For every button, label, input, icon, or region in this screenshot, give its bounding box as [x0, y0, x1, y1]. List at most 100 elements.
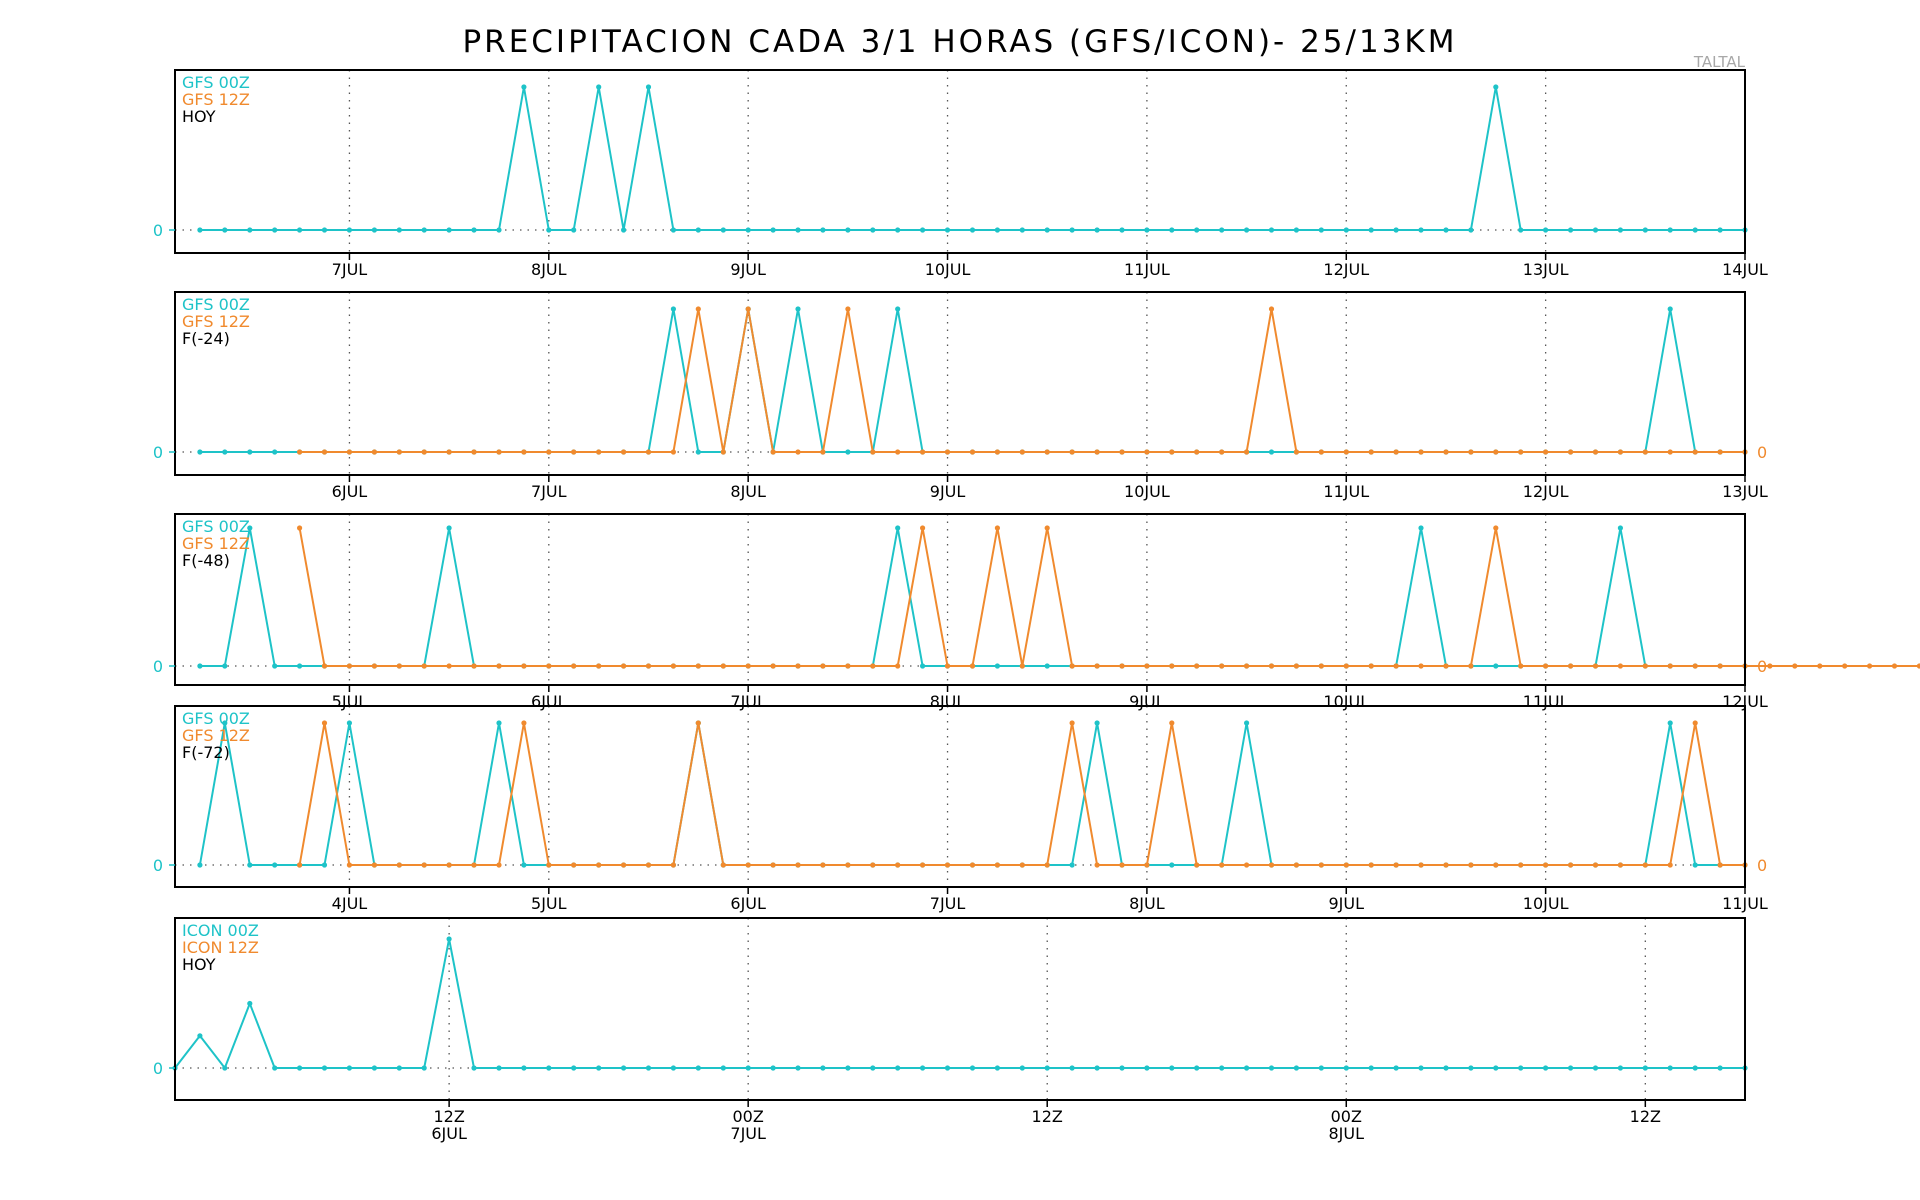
- data-point: [895, 1065, 901, 1071]
- x-tick-sublabel: 7JUL: [730, 1124, 766, 1143]
- x-tick-label: 7JUL: [531, 482, 567, 501]
- data-point: [994, 663, 1001, 669]
- data-point: [870, 449, 876, 455]
- x-tick-label: 12Z: [433, 1107, 464, 1126]
- data-point: [1169, 720, 1175, 726]
- data-point: [1343, 862, 1349, 868]
- x-tick-label: 9JUL: [930, 482, 966, 501]
- data-point: [471, 449, 477, 455]
- data-point: [1717, 449, 1723, 455]
- data-point: [1617, 862, 1623, 868]
- data-point: [1543, 663, 1549, 669]
- data-point: [1268, 227, 1275, 233]
- data-point: [795, 862, 801, 868]
- data-point: [596, 449, 602, 455]
- y-tick-label-right: 0: [1757, 657, 1767, 676]
- series-line: [199, 86, 1745, 231]
- data-point: [720, 227, 726, 233]
- data-point: [920, 1065, 926, 1071]
- x-tick-label: 8JUL: [1129, 894, 1165, 913]
- x-tick-label: 11JUL: [1722, 894, 1768, 913]
- data-point: [1443, 663, 1449, 669]
- data-point: [670, 449, 677, 455]
- data-point: [1219, 663, 1225, 669]
- x-tick-label: 9JUL: [1329, 894, 1365, 913]
- data-point: [1219, 862, 1225, 868]
- data-point: [1268, 663, 1275, 669]
- data-point: [197, 862, 203, 868]
- data-point: [645, 862, 652, 868]
- panel-frame: [174, 705, 1746, 888]
- data-point: [371, 449, 377, 455]
- chart-panel-4: 4JUL 5JUL 6JUL 7JUL 8JUL 9JUL 10JUL 11JUL 0 0 GFS …: [153, 705, 1768, 913]
- data-point: [1244, 663, 1250, 669]
- x-tick-label: 00Z: [733, 1107, 764, 1126]
- x-tick-label: 9JUL: [730, 260, 766, 279]
- data-point: [471, 227, 477, 233]
- data-point: [1642, 227, 1648, 233]
- x-tick-sublabel: 6JUL: [431, 1124, 467, 1143]
- data-point: [1244, 862, 1250, 868]
- data-point: [1069, 449, 1075, 455]
- x-tick-label: 11JUL: [1323, 482, 1369, 501]
- data-point: [820, 1065, 826, 1071]
- data-point: [770, 1065, 776, 1071]
- data-point: [645, 663, 652, 669]
- data-point: [1343, 663, 1349, 669]
- data-point: [1094, 1065, 1100, 1071]
- legend-entry: GFS 12Z: [182, 726, 250, 745]
- data-point: [571, 227, 577, 233]
- data-point: [969, 862, 976, 868]
- data-point: [371, 663, 377, 669]
- data-point: [969, 1065, 976, 1071]
- data-point: [1692, 663, 1698, 669]
- data-point: [1568, 663, 1574, 669]
- data-point: [496, 663, 502, 669]
- data-point: [521, 1065, 527, 1071]
- x-tick-label: 5JUL: [531, 894, 567, 913]
- x-tick-label: 6JUL: [332, 482, 368, 501]
- data-point: [1667, 862, 1673, 868]
- data-point: [421, 1065, 427, 1071]
- data-point: [695, 306, 701, 312]
- data-point: [1493, 1065, 1499, 1071]
- data-point: [1119, 1065, 1125, 1071]
- data-point: [1094, 227, 1100, 233]
- x-tick-label: 8JUL: [730, 482, 766, 501]
- data-point: [1194, 1065, 1200, 1071]
- y-tick-label: 0: [153, 1059, 163, 1078]
- data-point: [994, 525, 1001, 531]
- data-point: [496, 720, 502, 726]
- data-point: [1169, 1065, 1175, 1071]
- data-point: [1891, 663, 1898, 669]
- data-point: [1368, 663, 1374, 669]
- data-point: [247, 227, 253, 233]
- x-tick-label: 11JUL: [1523, 692, 1569, 711]
- data-point: [1019, 1065, 1025, 1071]
- data-point: [1692, 449, 1698, 455]
- data-point: [1318, 1065, 1324, 1071]
- legend-entry: GFS 00Z: [182, 295, 250, 314]
- data-point: [1592, 227, 1599, 233]
- data-point: [1568, 1065, 1574, 1071]
- data-point: [1169, 449, 1175, 455]
- data-point: [920, 227, 926, 233]
- data-point: [720, 1065, 726, 1071]
- chart-title: PRECIPITACION CADA 3/1 HORAS (GFS/ICON)-…: [462, 24, 1457, 60]
- x-tick-label: 10JUL: [1323, 692, 1369, 711]
- data-point: [895, 306, 901, 312]
- x-tick-label: 10JUL: [1124, 482, 1170, 501]
- data-point: [1692, 720, 1698, 726]
- data-point: [670, 1065, 677, 1071]
- data-point: [346, 1065, 352, 1071]
- data-point: [1418, 449, 1424, 455]
- station-label: TALTAL: [1693, 53, 1746, 71]
- data-point: [770, 862, 776, 868]
- data-point: [371, 862, 377, 868]
- data-point: [321, 862, 328, 868]
- data-point: [521, 449, 527, 455]
- data-point: [944, 862, 951, 868]
- data-point: [621, 663, 627, 669]
